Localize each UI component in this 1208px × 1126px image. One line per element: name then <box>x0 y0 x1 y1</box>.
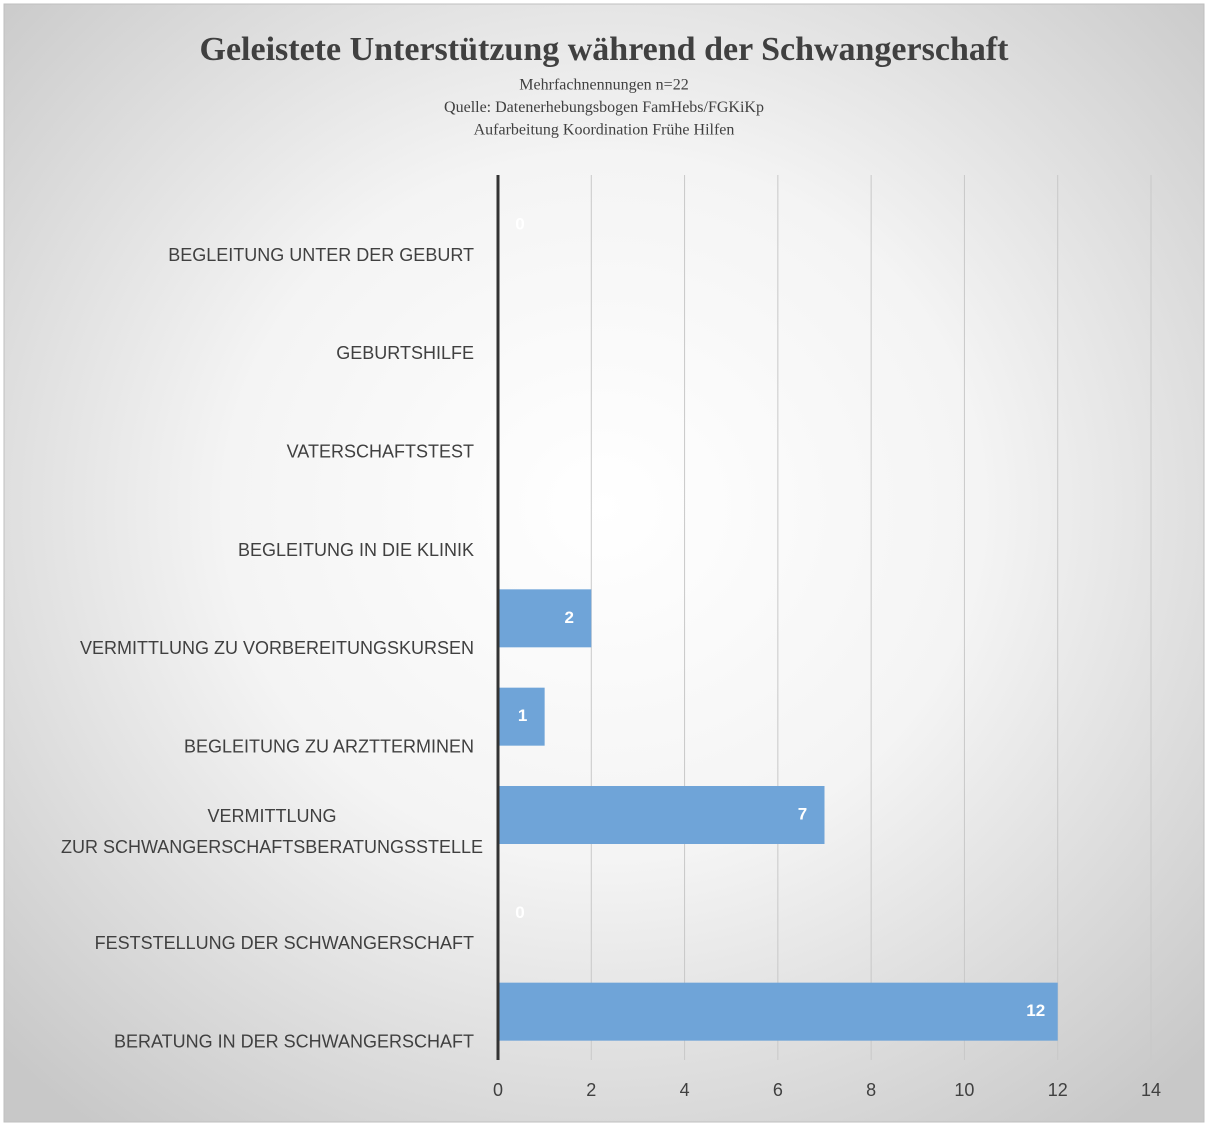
data-label: 12 <box>1026 1001 1045 1020</box>
chart-subtitle: Quelle: Datenerhebungsbogen FamHebs/FGKi… <box>444 99 764 116</box>
chart-background <box>3 3 1205 1123</box>
chart-title: Geleistete Unterstützung während der Sch… <box>200 31 1010 68</box>
x-tick-label: 14 <box>1141 1080 1161 1100</box>
bar <box>498 982 1058 1041</box>
y-tick-label: BEGLEITUNG UNTER DER GEBURT <box>168 245 474 265</box>
data-label: 2 <box>565 608 574 627</box>
y-tick-label: FESTSTELLUNG DER SCHWANGERSCHAFT <box>95 933 474 953</box>
bar <box>498 589 592 648</box>
x-tick-label: 4 <box>680 1080 690 1100</box>
chart-subtitle: Aufarbeitung Koordination Frühe Hilfen <box>474 122 735 139</box>
y-tick-label: BEGLEITUNG IN DIE KLINIK <box>238 540 474 560</box>
data-label: 1 <box>518 706 527 725</box>
y-tick-label: BERATUNG IN DER SCHWANGERSCHAFT <box>114 1031 474 1051</box>
chart-subtitle: Mehrfachnennungen n=22 <box>519 77 688 94</box>
data-label: 0 <box>515 214 524 233</box>
y-tick-label: GEBURTSHILFE <box>336 343 474 363</box>
y-tick-label: VERMITTLUNG ZUR SCHWANGERSCHAFTSBERATUNGS… <box>61 806 483 857</box>
x-tick-label: 8 <box>866 1080 876 1100</box>
x-tick-label: 12 <box>1048 1080 1068 1100</box>
x-tick-label: 10 <box>954 1080 974 1100</box>
y-tick-label: BEGLEITUNG ZU ARZTTERMINEN <box>184 736 474 756</box>
data-label: 0 <box>515 903 524 922</box>
y-tick-label: VATERSCHAFTSTEST <box>287 441 474 461</box>
data-label: 7 <box>798 804 807 823</box>
bar <box>498 786 825 844</box>
x-tick-label: 2 <box>586 1080 596 1100</box>
x-tick-label: 6 <box>773 1080 783 1100</box>
x-tick-label: 0 <box>493 1080 503 1100</box>
bar <box>498 687 545 746</box>
y-tick-label: VERMITTLUNG ZU VORBEREITUNGSKURSEN <box>80 638 474 658</box>
